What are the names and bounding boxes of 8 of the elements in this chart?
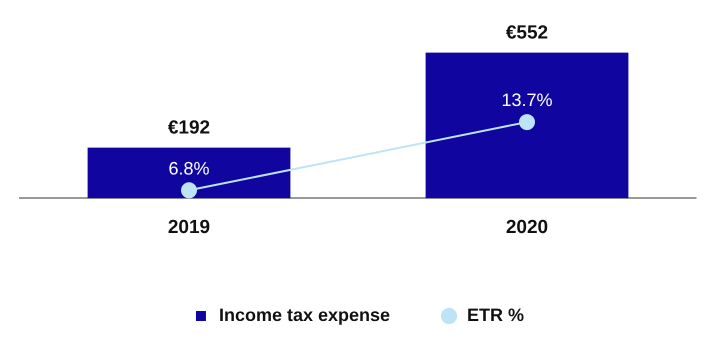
legend-label: ETR %: [467, 304, 524, 325]
x-tick-label: 2020: [506, 216, 548, 238]
data-label: 6.8%: [168, 158, 210, 178]
data-label: 13.7%: [501, 90, 553, 110]
data-label: €192: [168, 117, 210, 138]
legend-label: Income tax expense: [218, 304, 390, 325]
x-tick-label: 2019: [168, 216, 210, 238]
data-label: €552: [506, 22, 548, 44]
